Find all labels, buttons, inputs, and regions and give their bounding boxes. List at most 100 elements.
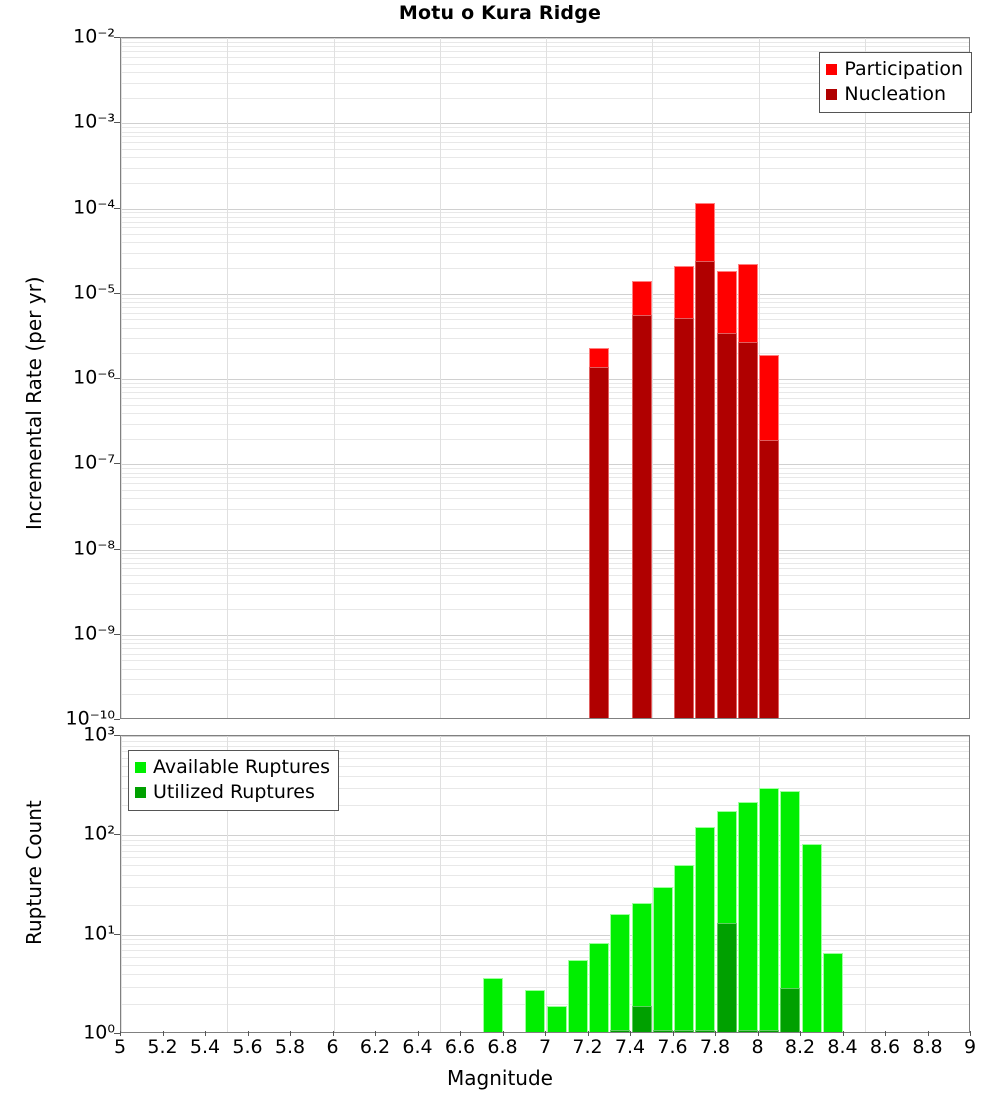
y-tick-label: 10⁻⁶ bbox=[73, 366, 115, 389]
y-tick-label: 10² bbox=[83, 822, 115, 845]
x-tick-label: 5.2 bbox=[147, 1036, 178, 1058]
x-tick-mark bbox=[970, 1031, 971, 1036]
x-tick-mark bbox=[502, 1031, 504, 1036]
x-tick-mark bbox=[332, 1031, 334, 1036]
x-tick-mark bbox=[205, 1031, 206, 1036]
x-tick-label: 8.6 bbox=[869, 1036, 901, 1058]
y-tick-label: 10⁻³ bbox=[73, 110, 115, 133]
nucleation-bar bbox=[674, 317, 695, 718]
x-tick-label: 7.6 bbox=[657, 1036, 688, 1058]
legend-label: Available Ruptures bbox=[153, 756, 330, 778]
available-ruptures-bar bbox=[631, 902, 652, 1032]
bottom-legend: Available Ruptures Utilized Ruptures bbox=[128, 750, 339, 811]
y-tick-mark bbox=[114, 933, 120, 935]
x-tick-label: 7.8 bbox=[699, 1036, 731, 1058]
x-tick-label: 6.8 bbox=[487, 1036, 518, 1058]
legend-label: Participation bbox=[844, 58, 963, 80]
y-tick-label: 10⁻⁹ bbox=[73, 622, 115, 645]
legend-swatch-icon bbox=[135, 787, 146, 798]
nucleation-bar bbox=[631, 315, 652, 718]
y-tick-mark bbox=[114, 378, 120, 379]
x-tick-label: 5.6 bbox=[232, 1036, 263, 1058]
x-tick-mark bbox=[587, 1031, 589, 1036]
nucleation-bar bbox=[737, 342, 758, 718]
x-tick-mark bbox=[927, 1031, 929, 1036]
ruptures-legend-item[interactable]: Available Ruptures bbox=[135, 755, 330, 780]
available-ruptures-bar bbox=[482, 977, 503, 1032]
y-tick-label: 10⁻⁸ bbox=[73, 537, 115, 559]
participation-legend-item[interactable]: Nucleation bbox=[826, 82, 963, 107]
top-legend: Participation Nucleation bbox=[819, 52, 972, 113]
x-tick-label: 8 bbox=[751, 1036, 764, 1058]
y-tick-label: 10³ bbox=[83, 723, 115, 746]
available-ruptures-bar bbox=[674, 865, 695, 1032]
utilized-ruptures-bar bbox=[695, 1029, 716, 1032]
y-tick-label: 10¹ bbox=[83, 922, 115, 945]
x-tick-label: 7.2 bbox=[572, 1036, 603, 1058]
incremental-rate-plot bbox=[120, 37, 970, 719]
available-ruptures-bar bbox=[780, 790, 801, 1032]
legend-swatch-icon bbox=[826, 89, 838, 100]
participation-legend-item[interactable]: Participation bbox=[826, 57, 963, 82]
y-tick-label: 10⁻⁷ bbox=[73, 451, 115, 474]
x-tick-mark bbox=[800, 1031, 801, 1036]
available-ruptures-bar bbox=[546, 1006, 567, 1032]
x-tick-mark bbox=[630, 1031, 631, 1036]
bottom-y-axis-label: Rupture Count bbox=[22, 800, 46, 945]
y-tick-mark bbox=[114, 719, 120, 720]
x-tick-label: 6 bbox=[326, 1036, 339, 1058]
x-tick-mark bbox=[842, 1031, 844, 1036]
x-tick-mark bbox=[672, 1031, 674, 1036]
x-tick-mark bbox=[885, 1031, 886, 1036]
top-bars bbox=[121, 38, 969, 718]
top-gridlines bbox=[121, 38, 969, 718]
legend-label: Nucleation bbox=[844, 83, 947, 105]
legend-swatch-icon bbox=[135, 762, 146, 773]
x-tick-mark bbox=[290, 1031, 291, 1036]
available-ruptures-bar bbox=[759, 787, 780, 1032]
x-tick-mark bbox=[162, 1031, 164, 1036]
y-tick-label: 10⁻⁵ bbox=[73, 281, 115, 304]
x-tick-label: 6.2 bbox=[359, 1036, 391, 1058]
available-ruptures-bar bbox=[589, 942, 610, 1032]
available-ruptures-bar bbox=[822, 953, 843, 1032]
y-tick-label: 10⁻¹⁰ bbox=[65, 707, 115, 730]
x-tick-label: 8.2 bbox=[784, 1036, 816, 1058]
utilized-ruptures-bar bbox=[759, 1029, 780, 1032]
y-tick-label: 10⁻⁴ bbox=[73, 196, 115, 218]
y-tick-mark bbox=[114, 834, 120, 836]
y-tick-mark bbox=[114, 1033, 120, 1034]
x-tick-label: 5 bbox=[113, 1036, 127, 1058]
utilized-ruptures-bar bbox=[780, 988, 801, 1032]
nucleation-bar bbox=[716, 332, 737, 718]
y-tick-mark bbox=[114, 633, 120, 635]
x-axis-label: Magnitude bbox=[447, 1066, 553, 1090]
rupture-count-plot bbox=[120, 735, 970, 1033]
x-tick-mark bbox=[375, 1031, 376, 1036]
x-tick-mark bbox=[545, 1031, 546, 1036]
x-tick-mark bbox=[757, 1031, 759, 1036]
top-y-axis-ticks: 10⁻² 10⁻³ 10⁻⁴ 10⁻⁵ 10⁻⁶ 10⁻⁷ 10⁻⁸ 10⁻⁹ 10⁻¹⁰ bbox=[0, 0, 120, 1100]
y-tick-mark bbox=[114, 735, 120, 736]
x-tick-label: 7 bbox=[538, 1036, 552, 1058]
y-tick-mark bbox=[114, 122, 120, 124]
utilized-ruptures-bar bbox=[610, 1029, 631, 1032]
y-tick-mark bbox=[114, 207, 120, 209]
legend-swatch-icon bbox=[826, 64, 838, 75]
y-tick-label: 10⁻² bbox=[73, 25, 115, 48]
x-tick-mark bbox=[460, 1031, 461, 1036]
y-tick-mark bbox=[114, 548, 120, 550]
x-tick-label: 8.8 bbox=[912, 1036, 943, 1058]
x-tick-label: 9 bbox=[963, 1036, 977, 1058]
bottom-gridlines bbox=[121, 736, 969, 1032]
bottom-y-axis-ticks: 10³ 10² 10¹ 10⁰ bbox=[0, 0, 120, 1100]
nucleation-bar bbox=[695, 261, 716, 718]
ruptures-legend-item[interactable]: Utilized Ruptures bbox=[135, 780, 330, 805]
nucleation-bar bbox=[589, 366, 610, 718]
x-tick-mark bbox=[417, 1031, 419, 1036]
x-tick-label: 5.4 bbox=[189, 1036, 221, 1058]
y-tick-label: 10⁰ bbox=[83, 1021, 115, 1044]
available-ruptures-bar bbox=[652, 887, 673, 1032]
legend-label: Utilized Ruptures bbox=[153, 781, 315, 803]
